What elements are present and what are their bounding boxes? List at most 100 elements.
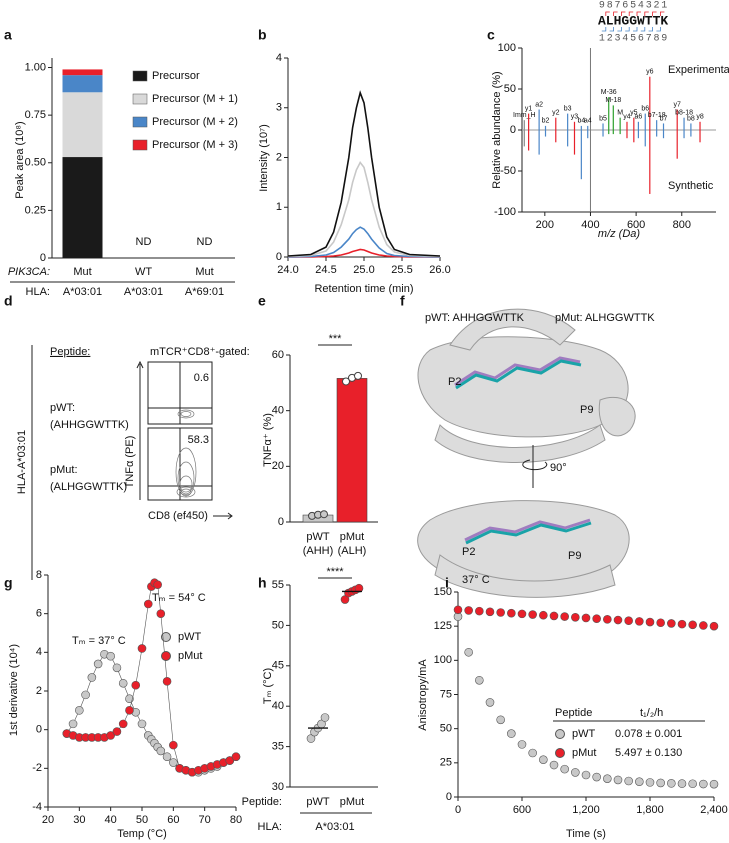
legend-marker xyxy=(161,632,171,642)
x-axis-label: Time (s) xyxy=(566,828,606,840)
point xyxy=(453,605,463,615)
x-axis-label: Retention time (min) xyxy=(314,283,413,295)
x-tick-label: 26.0 xyxy=(429,264,450,276)
y-tick-label: 150 xyxy=(434,586,452,598)
x-tick-label: 200 xyxy=(536,219,554,231)
peak-label: M-36 xyxy=(601,89,617,96)
x-tick-label: WT xyxy=(135,266,152,278)
y-tick-label: 60 xyxy=(272,349,284,361)
point xyxy=(709,621,719,631)
point xyxy=(603,774,612,783)
legend-label: pMut xyxy=(178,650,202,662)
y-tick-label: 0 xyxy=(36,724,42,736)
y-tick-label: 20 xyxy=(272,460,284,472)
x-tick-sublabel: (ALH) xyxy=(338,545,367,557)
point xyxy=(517,740,527,749)
point xyxy=(677,619,687,629)
peak-label: y5 xyxy=(630,110,638,117)
bar xyxy=(336,378,368,523)
peak-label: b4 xyxy=(577,118,585,125)
fragment-bracket xyxy=(656,27,661,32)
peak-label: y6 xyxy=(646,69,654,76)
x-tick-sublabel: (AHH) xyxy=(303,545,334,557)
legend-label: Precursor xyxy=(152,70,200,82)
row-label: HLA: xyxy=(26,286,50,298)
hla-label: A*03:01 xyxy=(315,821,354,833)
x-tick-label: 600 xyxy=(627,219,645,231)
point xyxy=(153,580,162,589)
y-tick-label: 35 xyxy=(272,741,284,753)
point xyxy=(613,775,623,785)
point xyxy=(688,620,697,630)
significance: *** xyxy=(329,333,343,345)
y-tick-label: -50 xyxy=(500,165,516,177)
peak-label: y3 xyxy=(571,114,579,121)
fragment-number: 6 xyxy=(638,34,644,45)
residue-label: P2 xyxy=(462,546,475,558)
y-axis-label: Tₘ (°C) xyxy=(262,668,274,704)
point xyxy=(118,678,128,688)
y-tick-label: 0 xyxy=(510,124,516,136)
fragment-number: 4 xyxy=(638,1,644,12)
gate-percent: 0.6 xyxy=(194,372,209,384)
fragment-bracket xyxy=(621,11,626,16)
y-tick-label: 4 xyxy=(36,646,42,658)
fragment-bracket xyxy=(625,27,630,32)
fragment-number: 6 xyxy=(622,1,628,12)
hla-label: HLA-A*03:01 xyxy=(16,430,28,494)
point xyxy=(645,778,655,787)
point xyxy=(624,776,633,786)
y-axis-label: Anisotropy/mA xyxy=(417,659,429,731)
peak-label: a6 xyxy=(635,114,643,121)
point xyxy=(528,748,537,758)
legend-swatch xyxy=(132,139,148,151)
x-tick-label: 25.0 xyxy=(353,264,374,276)
peak-label: y1 xyxy=(525,105,533,112)
x-tick-label: 50 xyxy=(136,814,148,826)
point xyxy=(667,779,676,788)
point xyxy=(592,772,601,782)
row-label: Peptide: xyxy=(242,796,282,808)
point xyxy=(496,715,505,725)
fragment-bracket xyxy=(660,11,665,16)
point xyxy=(613,615,623,625)
fragment-number: 2 xyxy=(607,34,613,45)
legend-label: pWT xyxy=(178,631,202,643)
point xyxy=(225,756,235,765)
fragment-bracket xyxy=(601,27,607,32)
point xyxy=(106,731,115,740)
x-tick-label: 600 xyxy=(513,804,531,816)
flow-plots xyxy=(31,345,213,580)
x-tick-label: 70 xyxy=(199,814,211,826)
y-tick-label: 0.50 xyxy=(25,157,46,169)
column-header: Peptide: xyxy=(50,346,90,358)
peptide-sequence: (AHHGGWTTK) xyxy=(50,419,129,431)
y-tick-label: 6 xyxy=(36,608,42,620)
peak-label: y2 xyxy=(552,110,560,117)
point xyxy=(581,613,591,623)
point xyxy=(677,779,687,788)
point xyxy=(560,612,569,621)
point xyxy=(539,755,548,764)
gate-percent: 58.3 xyxy=(188,434,209,446)
point xyxy=(528,610,537,619)
fragment-number: 3 xyxy=(614,34,620,45)
y-tick-label: 25 xyxy=(440,757,452,769)
point xyxy=(571,768,580,777)
panel-letter: a xyxy=(4,27,12,43)
point xyxy=(137,719,147,729)
y-tick-label: 40 xyxy=(272,405,284,417)
point xyxy=(464,606,473,615)
nd-label: ND xyxy=(136,236,152,248)
peak-label: y7 xyxy=(673,101,681,108)
x-tick-label: pWT xyxy=(306,796,330,808)
bar-segment xyxy=(62,75,103,93)
hla-label: A*03:01 xyxy=(124,286,163,298)
y-axis-label: TNFα⁺ (%) xyxy=(262,413,274,467)
legend-value: 0.078 ± 0.001 xyxy=(615,728,682,740)
peptide-name: pWT: xyxy=(50,402,75,414)
panel-letter: e xyxy=(258,293,266,309)
legend-label: pMut: ALHGGWTTK xyxy=(555,312,655,324)
peak-label: a4 xyxy=(584,118,592,125)
y-tick-label: 75 xyxy=(440,688,452,700)
